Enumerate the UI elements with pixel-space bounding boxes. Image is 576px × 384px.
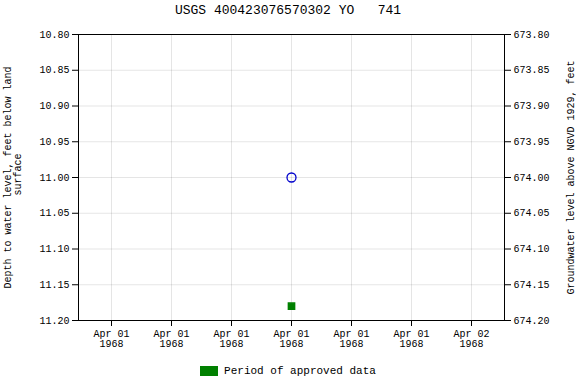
svg-text:11.10: 11.10 — [39, 244, 69, 255]
svg-text:674.20: 674.20 — [514, 316, 550, 327]
svg-text:Apr 011968: Apr 011968 — [393, 329, 429, 350]
svg-text:10.90: 10.90 — [39, 101, 69, 112]
svg-text:674.15: 674.15 — [514, 280, 550, 291]
svg-text:Apr 011968: Apr 011968 — [273, 329, 309, 350]
svg-text:10.80: 10.80 — [39, 30, 69, 41]
svg-text:673.90: 673.90 — [514, 101, 550, 112]
html-text:USGS 400423076570302 YO 741: USGS 400423076570302 YO 741 — [174, 3, 402, 18]
svg-text:Apr 011968: Apr 011968 — [153, 329, 189, 350]
svg-text:10.95: 10.95 — [39, 137, 69, 148]
svg-text:Apr 021968: Apr 021968 — [453, 329, 489, 350]
html-text:Period of approved data: Period of approved data — [224, 365, 376, 377]
svg-text:674.05: 674.05 — [514, 208, 550, 219]
svg-text:11.15: 11.15 — [39, 280, 69, 291]
svg-text:674.00: 674.00 — [514, 173, 550, 184]
svg-text:Depth to water level, feet bel: Depth to water level, feet below land su… — [3, 66, 24, 288]
svg-text:Groundwater level above NGVD 1: Groundwater level above NGVD 1929, feet — [566, 60, 576, 294]
svg-text:11.05: 11.05 — [39, 208, 69, 219]
svg-text:Apr 011968: Apr 011968 — [93, 329, 129, 350]
svg-text:674.10: 674.10 — [514, 244, 550, 255]
svg-text:11.20: 11.20 — [39, 316, 69, 327]
svg-text:Apr 011968: Apr 011968 — [333, 329, 369, 350]
svg-text:673.80: 673.80 — [514, 30, 550, 41]
svg-text:10.85: 10.85 — [39, 65, 69, 76]
svg-text:Apr 011968: Apr 011968 — [213, 329, 249, 350]
svg-text:673.95: 673.95 — [514, 137, 550, 148]
svg-text:11.00: 11.00 — [39, 173, 69, 184]
svg-text:673.85: 673.85 — [514, 65, 550, 76]
